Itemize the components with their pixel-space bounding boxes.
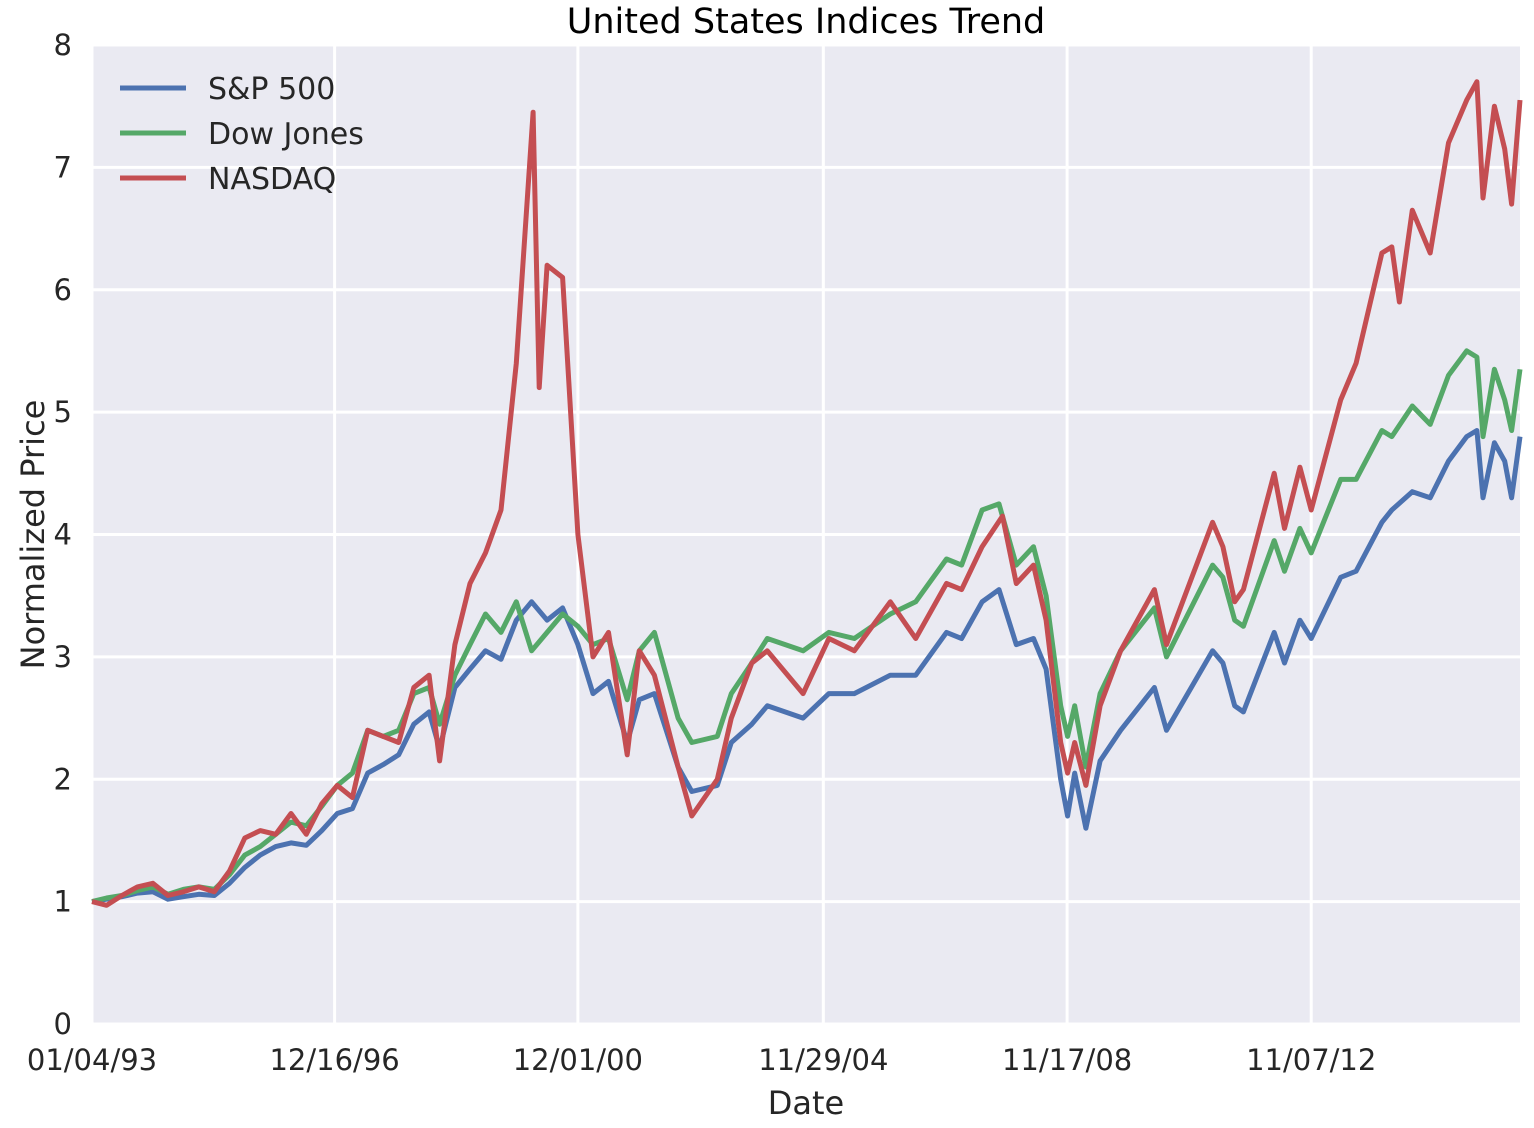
y-tick-label: 2 (54, 762, 72, 796)
y-tick-labels: 0 1 2 3 4 5 6 7 8 (54, 28, 72, 1041)
y-tick-label: 4 (54, 518, 72, 552)
y-axis-label: Normalized Price (14, 400, 52, 670)
legend-label: Dow Jones (208, 117, 364, 152)
y-tick-label: 7 (54, 150, 72, 184)
y-tick-label: 8 (54, 28, 72, 62)
grid (90, 43, 1520, 1026)
x-tick-labels: 01/04/93 12/16/96 12/01/00 11/29/04 11/17/08… (27, 1043, 1376, 1077)
x-tick-label: 01/04/93 (27, 1043, 157, 1077)
x-tick-label: 12/01/00 (513, 1043, 643, 1077)
y-tick-label: 0 (54, 1007, 72, 1041)
series-line-1 (91, 348, 1523, 905)
y-tick-label: 6 (54, 273, 72, 307)
legend-label: S&P 500 (208, 72, 335, 107)
y-tick-label: 1 (54, 885, 72, 919)
x-axis-label: Date (768, 1084, 844, 1122)
series-lines (91, 79, 1523, 908)
x-tick-label: 12/16/96 (269, 1043, 399, 1077)
series-line-2 (91, 79, 1523, 908)
chart-title: United States Indices Trend (567, 2, 1046, 42)
x-tick-label: 11/29/04 (758, 1043, 888, 1077)
x-tick-label: 11/07/12 (1246, 1043, 1376, 1077)
legend-label: NASDAQ (208, 162, 336, 197)
y-tick-label: 3 (54, 640, 72, 674)
x-tick-label: 11/17/08 (1002, 1043, 1132, 1077)
y-tick-label: 5 (54, 395, 72, 429)
legend: S&P 500 Dow Jones NASDAQ (120, 72, 364, 197)
series-line-0 (91, 428, 1523, 905)
